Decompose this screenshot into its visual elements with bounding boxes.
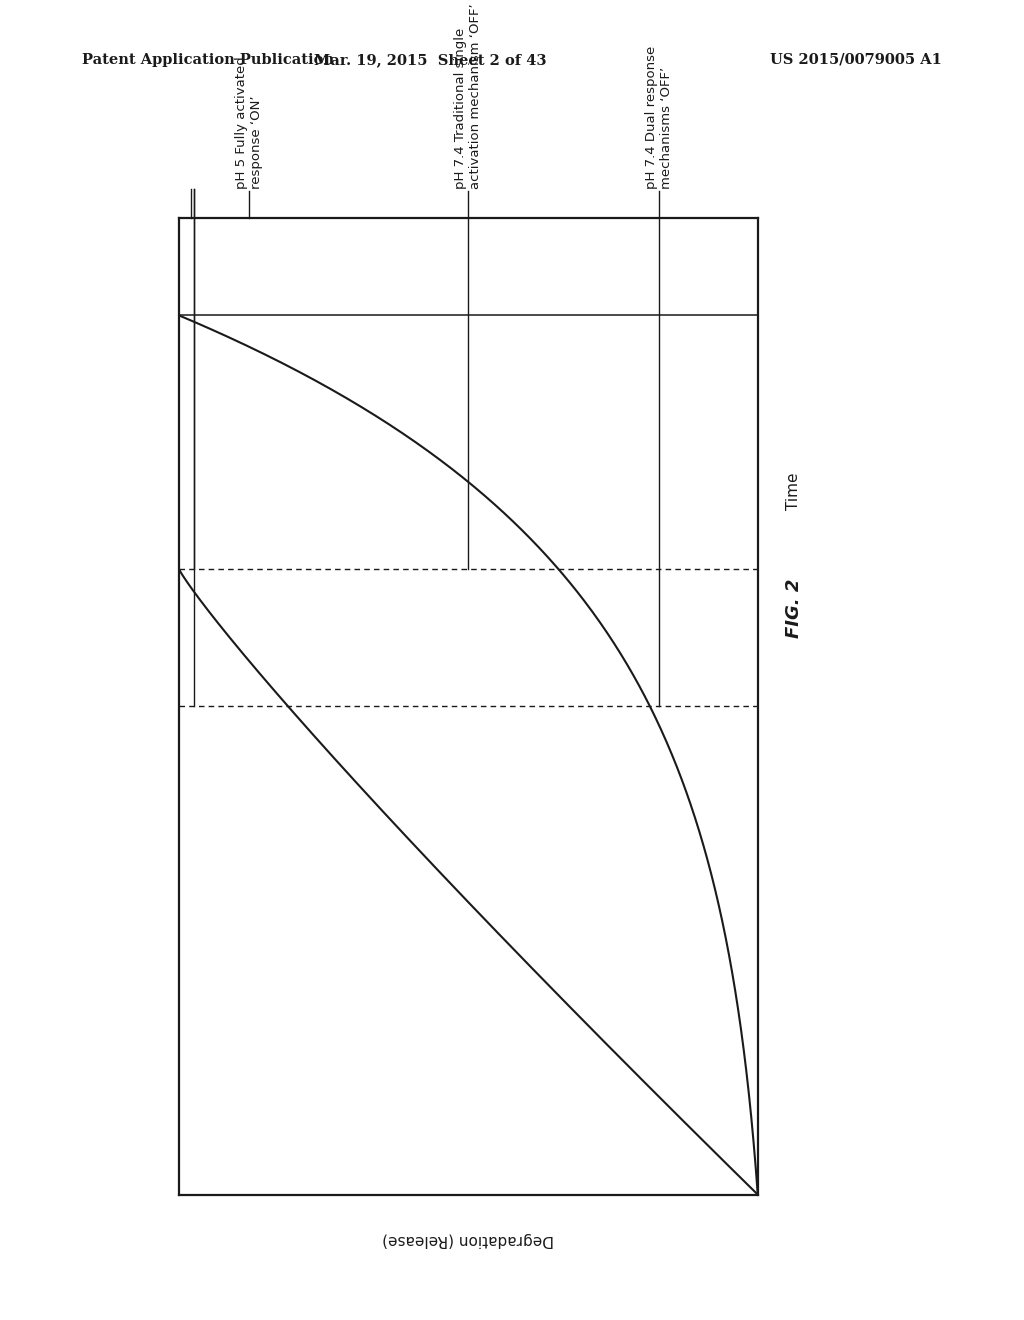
Text: Degradation (Release): Degradation (Release) (383, 1232, 554, 1246)
Text: FIG. 2: FIG. 2 (784, 579, 803, 638)
Text: pH 5 Fully activated
response ‘ON’: pH 5 Fully activated response ‘ON’ (234, 55, 262, 189)
Text: US 2015/0079005 A1: US 2015/0079005 A1 (770, 53, 942, 67)
Text: Mar. 19, 2015  Sheet 2 of 43: Mar. 19, 2015 Sheet 2 of 43 (313, 53, 547, 67)
Text: pH 7.4 Dual response
mechanisms ‘OFF’: pH 7.4 Dual response mechanisms ‘OFF’ (645, 45, 674, 189)
Text: Patent Application Publication: Patent Application Publication (82, 53, 334, 67)
Text: pH 7.4 Traditional single
activation mechanism ‘OFF’: pH 7.4 Traditional single activation mec… (455, 3, 482, 189)
Text: Time: Time (786, 473, 801, 510)
